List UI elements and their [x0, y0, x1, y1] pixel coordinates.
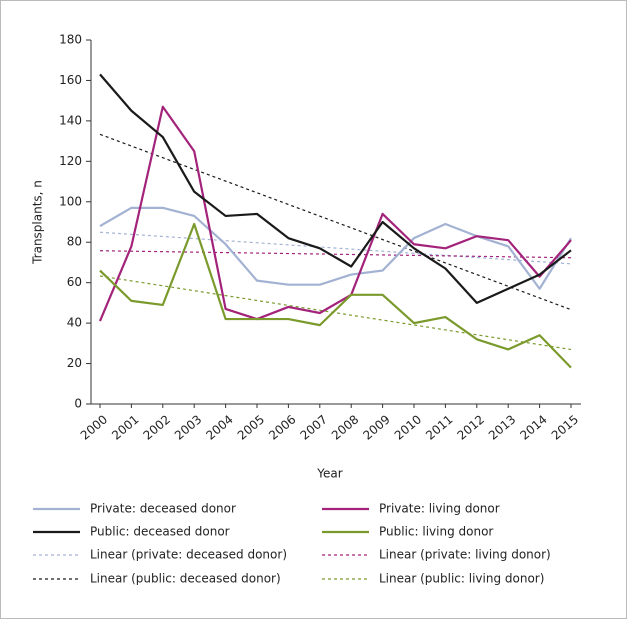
x-tick-label: 2015	[549, 412, 581, 442]
y-tick-label: 20	[67, 356, 82, 370]
x-tick-label: 2001	[109, 412, 141, 442]
x-tick-label: 2014	[517, 412, 549, 442]
x-tick-label: 2010	[392, 412, 424, 442]
x-tick-label: 2011	[423, 412, 455, 442]
x-axis-label: Year	[316, 467, 342, 481]
x-tick-label: 2000	[78, 412, 110, 442]
legend-label: Public: deceased donor	[90, 525, 230, 539]
y-tick-label: 160	[59, 73, 82, 87]
trend-line	[99, 250, 572, 259]
trend-line	[99, 275, 572, 351]
x-tick-label: 2005	[235, 412, 267, 442]
series-line	[99, 73, 572, 304]
y-tick-label: 60	[67, 275, 82, 289]
trend-line	[99, 231, 572, 265]
y-tick-label: 180	[59, 33, 82, 47]
legend-label: Linear (public: deceased donor)	[90, 572, 281, 586]
y-tick-label: 100	[59, 194, 82, 208]
y-tick-label: 0	[74, 397, 82, 411]
x-tick-label: 2012	[455, 412, 487, 442]
x-tick-label: 2006	[266, 412, 298, 442]
legend-label: Linear (private: deceased donor)	[90, 548, 287, 562]
x-tick-label: 2009	[360, 412, 392, 442]
legend-label: Private: deceased donor	[90, 502, 236, 516]
x-tick-label: 2002	[141, 412, 173, 442]
x-tick-label: 2008	[329, 412, 361, 442]
y-tick-label: 120	[59, 154, 82, 168]
series-line	[99, 206, 572, 290]
legend-label: Private: living donor	[379, 502, 500, 516]
y-tick-label: 140	[59, 113, 82, 127]
x-tick-label: 2004	[203, 412, 235, 442]
y-axis-label: Transplants, n	[31, 180, 45, 265]
series-line	[98, 105, 572, 322]
y-tick-label: 40	[67, 316, 82, 330]
legend-label: Public: living donor	[379, 525, 493, 539]
series-line	[99, 222, 572, 369]
x-tick-label: 2003	[172, 412, 204, 442]
y-tick-label: 80	[67, 235, 82, 249]
x-tick-label: 2013	[486, 412, 518, 442]
legend-label: Linear (private: living donor)	[379, 548, 551, 562]
legend-label: Linear (public: living donor)	[379, 572, 544, 586]
x-tick-label: 2007	[298, 412, 330, 442]
